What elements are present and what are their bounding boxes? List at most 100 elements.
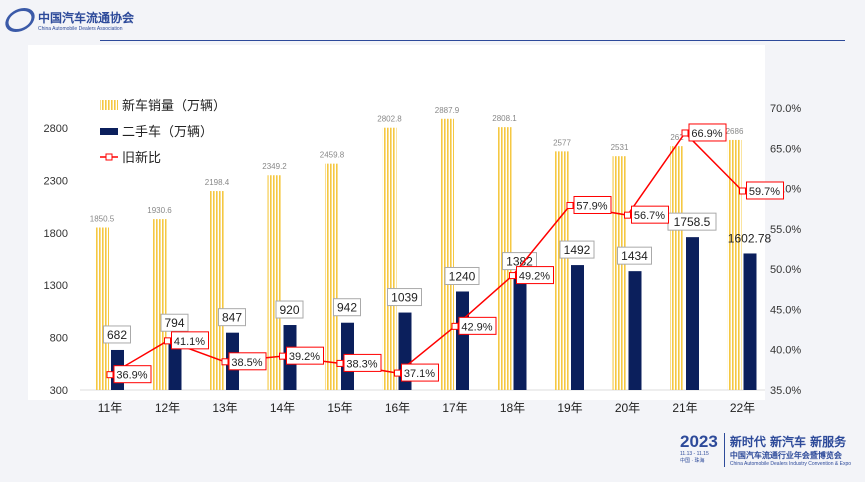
used-car-label: 1434 xyxy=(621,249,648,263)
used-car-label-box xyxy=(103,325,131,344)
used-car-bar xyxy=(571,265,584,390)
y-right-tick: 70.0% xyxy=(770,103,801,115)
ratio-marker xyxy=(739,187,746,195)
y-left-tick: 300 xyxy=(50,385,68,397)
used-car-label: 1602.78 xyxy=(728,231,772,245)
used-car-label: 942 xyxy=(337,301,357,315)
ratio-marker xyxy=(106,371,114,379)
used-car-label-box xyxy=(387,288,422,307)
y-left-tick: 2800 xyxy=(44,123,68,135)
x-tick: 15年 xyxy=(327,401,352,415)
new-car-bar xyxy=(95,227,109,390)
ratio-marker xyxy=(451,322,459,330)
used-car-label: 1758.5 xyxy=(674,215,711,229)
ratio-marker xyxy=(336,359,344,367)
ratio-label: 56.7% xyxy=(634,210,665,222)
used-car-label: 1240 xyxy=(449,269,476,283)
ratio-label-box xyxy=(113,365,152,384)
ratio-label-box xyxy=(343,353,382,372)
event-dates: 11.13 - 11.15 xyxy=(680,451,709,457)
y-right-tick: 45.0% xyxy=(770,304,801,316)
ratio-label: 38.5% xyxy=(231,357,262,369)
ratio-label-box xyxy=(286,346,324,365)
new-car-label: 2459.8 xyxy=(320,151,345,160)
ratio-label-box xyxy=(458,316,497,335)
used-car-label-box xyxy=(160,313,189,332)
new-car-bar xyxy=(440,118,454,390)
ratio-marker xyxy=(394,369,401,377)
event-name: 中国汽车流通行业年会暨博览会 xyxy=(729,451,842,460)
used-car-label: 920 xyxy=(279,303,299,317)
ratio-label-box xyxy=(688,123,727,142)
x-tick: 19年 xyxy=(557,401,582,415)
x-tick: 14年 xyxy=(270,401,295,415)
x-tick: 17年 xyxy=(442,401,467,415)
x-tick: 11年 xyxy=(98,401,122,415)
x-tick: 20年 xyxy=(615,401,640,415)
ratio-marker xyxy=(164,337,171,345)
used-car-bar xyxy=(513,276,527,390)
used-car-label-box xyxy=(444,266,480,285)
event-year: 2023 xyxy=(680,432,718,451)
ratio-label-box xyxy=(401,363,439,382)
new-car-bar xyxy=(152,219,167,390)
used-car-label-box xyxy=(333,298,361,317)
event-name-en: China Automobile Dealers Industry Conven… xyxy=(729,461,852,467)
new-car-label: 2887.9 xyxy=(435,106,460,115)
used-car-label: 1492 xyxy=(564,243,591,257)
ratio-label: 66.9% xyxy=(691,128,722,140)
x-tick: 18年 xyxy=(500,401,525,415)
ratio-line xyxy=(109,131,744,376)
ratio-label: 57.9% xyxy=(576,200,607,212)
org-name: 中国汽车流通协会 xyxy=(38,10,135,25)
ratio-label-box xyxy=(516,266,554,285)
new-car-label: 2808.1 xyxy=(492,114,517,123)
ratio-label-box xyxy=(746,181,784,200)
new-car-label: 2686 xyxy=(726,127,744,136)
ratio-marker xyxy=(279,352,286,360)
used-car-label-box xyxy=(617,246,652,265)
used-car-label: 847 xyxy=(222,311,242,325)
ratio-label: 37.1% xyxy=(404,368,435,380)
new-car-bar xyxy=(727,139,742,390)
ratio-label: 42.9% xyxy=(461,321,492,333)
legend-swatch-new xyxy=(100,100,118,110)
new-car-bar xyxy=(670,146,684,390)
event-slogan: 新时代 新汽车 新服务 xyxy=(729,435,847,449)
new-car-label: 2349.2 xyxy=(262,162,287,171)
new-car-bar xyxy=(555,151,569,390)
ratio-label-box xyxy=(171,331,209,350)
used-car-bar xyxy=(168,338,182,390)
used-car-bar xyxy=(743,253,757,390)
org-name-en: China Automobile Dealers Association xyxy=(38,25,123,32)
used-car-label: 794 xyxy=(164,316,184,330)
header-divider xyxy=(100,40,845,41)
new-car-label: 2531 xyxy=(611,143,629,152)
ratio-marker xyxy=(221,358,229,366)
used-car-label: 1039 xyxy=(391,291,418,305)
used-car-bar xyxy=(686,237,699,390)
ratio-label: 36.9% xyxy=(116,370,147,382)
new-car-label: 2802.8 xyxy=(377,115,402,124)
y-right-tick: 55.0% xyxy=(770,224,801,236)
used-car-label-box xyxy=(218,308,246,327)
y-left-tick: 1300 xyxy=(44,280,68,292)
y-right-tick: 40.0% xyxy=(770,345,801,357)
new-car-label: 2198.4 xyxy=(205,178,230,187)
ratio-label: 59.7% xyxy=(749,186,780,198)
ratio-label-box xyxy=(228,352,267,371)
y-left-tick: 800 xyxy=(50,333,68,345)
y-left-tick: 2300 xyxy=(44,175,68,187)
legend-label-new: 新车销量（万辆） xyxy=(122,98,226,113)
new-car-label: 262 xyxy=(670,133,684,142)
new-car-bar xyxy=(267,175,282,390)
x-tick: 21年 xyxy=(672,401,697,415)
y-right-tick: 65.0% xyxy=(770,143,801,155)
ratio-label: 41.1% xyxy=(174,336,205,348)
ratio-label: 39.2% xyxy=(289,351,320,363)
used-car-label-box xyxy=(275,300,304,319)
x-tick: 22年 xyxy=(730,401,755,415)
ratio-marker xyxy=(509,272,516,280)
y-right-tick: 35.0% xyxy=(770,385,801,397)
